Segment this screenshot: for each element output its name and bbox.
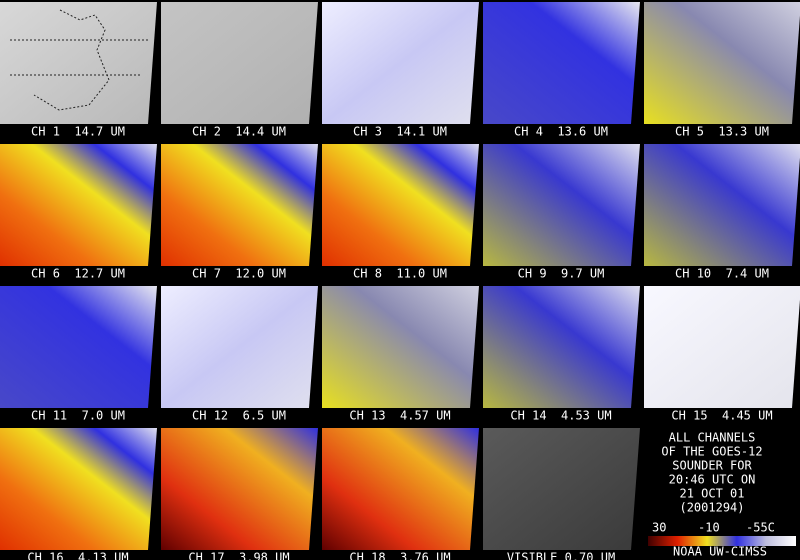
panel-label: CH 1 14.7 UM [31, 125, 125, 139]
panel-label: CH 6 12.7 UM [31, 267, 125, 281]
satellite-image [322, 2, 479, 124]
panel-label: CH 8 11.0 UM [353, 267, 447, 281]
panel: CH 5 13.3 UM [644, 2, 800, 139]
panel: CH 12 6.5 UM [161, 286, 318, 423]
caption-line: 20:46 UTC ON [669, 473, 756, 487]
color-bar [648, 536, 796, 546]
credit: NOAA UW-CIMSS [673, 545, 767, 559]
satellite-image [644, 144, 800, 266]
panel: CH 13 4.57 UM [322, 286, 479, 423]
map-outline [10, 9, 150, 111]
caption-line: 21 OCT 01 [679, 487, 744, 501]
satellite-image [644, 2, 800, 124]
panel: CH 1 14.7 UM [0, 2, 157, 139]
panel-label: CH 17 3.98 UM [188, 551, 289, 560]
panel-label: CH 18 3.76 UM [349, 551, 450, 560]
panel-label: CH 2 14.4 UM [192, 125, 286, 139]
satellite-image [161, 144, 318, 266]
satellite-image [322, 286, 479, 408]
satellite-image [161, 428, 318, 550]
panel-label: CH 14 4.53 UM [510, 409, 611, 423]
panel: CH 9 9.7 UM [483, 144, 640, 281]
panel: CH 7 12.0 UM [161, 144, 318, 281]
caption-line: OF THE GOES-12 [661, 445, 762, 459]
satellite-image [0, 428, 157, 550]
satellite-image [0, 286, 157, 408]
panel: CH 3 14.1 UM [322, 2, 479, 139]
panel-label: CH 3 14.1 UM [353, 125, 447, 139]
satellite-image [483, 428, 640, 550]
satellite-image [161, 2, 318, 124]
satellite-image [0, 144, 157, 266]
satellite-image [161, 286, 318, 408]
panel-label: CH 15 4.45 UM [671, 409, 772, 423]
panel-label: CH 4 13.6 UM [514, 125, 608, 139]
panel: CH 6 12.7 UM [0, 144, 157, 281]
satellite-image [483, 2, 640, 124]
panel-label: CH 5 13.3 UM [675, 125, 769, 139]
colorbar-label: -10 [698, 521, 720, 535]
panel-label: VISIBLE 0.70 UM [507, 551, 615, 560]
panel: CH 8 11.0 UM [322, 144, 479, 281]
panel: CH 4 13.6 UM [483, 2, 640, 139]
satellite-image [483, 144, 640, 266]
satellite-image [0, 2, 157, 124]
panel-label: CH 10 7.4 UM [675, 267, 769, 281]
satellite-image [483, 286, 640, 408]
colorbar-label: 30 [652, 521, 666, 535]
panel: CH 17 3.98 UM [161, 428, 318, 560]
colorbar-label: -55C [746, 521, 775, 535]
panel: CH 14 4.53 UM [483, 286, 640, 423]
panel-label: CH 7 12.0 UM [192, 267, 286, 281]
panel: CH 16 4.13 UM [0, 428, 157, 560]
panel-label: CH 13 4.57 UM [349, 409, 450, 423]
panel: VISIBLE 0.70 UM [483, 428, 640, 560]
satellite-image [644, 286, 800, 408]
panel-label: CH 11 7.0 UM [31, 409, 125, 423]
caption-line: (2001294) [679, 501, 744, 515]
panel: CH 10 7.4 UM [644, 144, 800, 281]
caption-line: SOUNDER FOR [672, 459, 752, 473]
panel-label: CH 12 6.5 UM [192, 409, 286, 423]
panel-label: CH 9 9.7 UM [518, 267, 605, 281]
panel: CH 2 14.4 UM [161, 2, 318, 139]
panel-label: CH 16 4.13 UM [27, 551, 128, 560]
panel: CH 18 3.76 UM [322, 428, 479, 560]
satellite-image [322, 428, 479, 550]
satellite-image [322, 144, 479, 266]
panel: CH 11 7.0 UM [0, 286, 157, 423]
caption-line: ALL CHANNELS [669, 431, 756, 445]
panel: CH 15 4.45 UM [644, 286, 800, 423]
